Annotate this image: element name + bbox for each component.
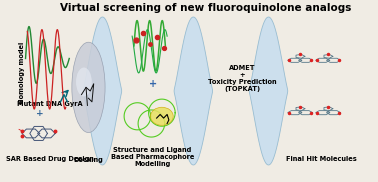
Ellipse shape [72,42,105,132]
Ellipse shape [76,68,92,96]
Text: ADMET
+
Toxicity Prediction
(TOPKAT): ADMET + Toxicity Prediction (TOPKAT) [208,65,277,92]
Text: SAR Based Drug Design: SAR Based Drug Design [6,156,94,162]
Polygon shape [174,17,212,165]
Text: Final Hit Molecules: Final Hit Molecules [285,156,356,162]
Text: +: + [149,79,157,89]
Text: Docking: Docking [74,157,103,163]
Text: Mutant DNA GyrA: Mutant DNA GyrA [17,101,83,107]
Polygon shape [83,17,122,165]
Polygon shape [249,17,288,165]
Text: Structure and Ligand
Based Pharmacophore
Modelling: Structure and Ligand Based Pharmacophore… [111,147,194,167]
Text: Homology model: Homology model [19,42,25,104]
Text: +: + [36,109,43,118]
Text: Virtual screening of new fluoroquinolone analogs: Virtual screening of new fluoroquinolone… [60,3,351,13]
Ellipse shape [150,107,173,125]
